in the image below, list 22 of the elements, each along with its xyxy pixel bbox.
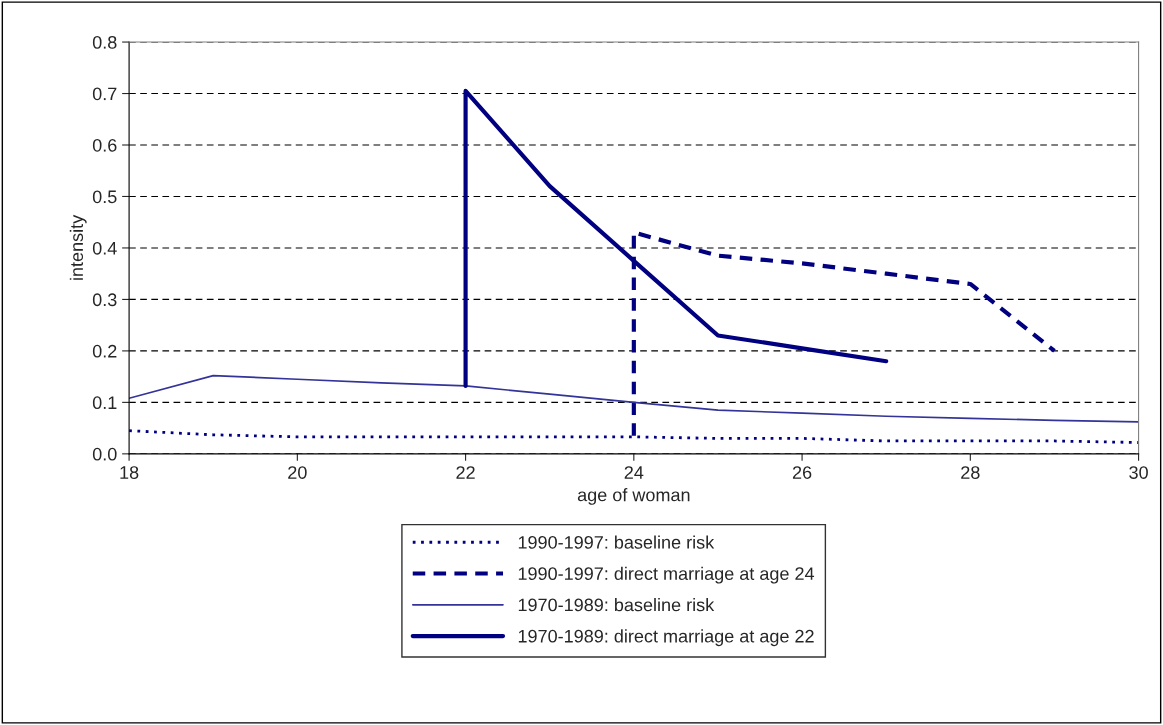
x-tick-label: 22	[456, 466, 475, 479]
x-tick-label: 24	[624, 466, 644, 479]
x-tick-label: 26	[792, 466, 812, 479]
y-tick-label: 0.4	[92, 241, 117, 255]
y-tick-label: 0.7	[92, 87, 117, 101]
y-tick-label: 0.3	[92, 293, 117, 307]
x-tick-label: 18	[120, 466, 139, 479]
x-axis-title: age of woman	[577, 488, 690, 505]
y-tick-label: 0.1	[92, 396, 117, 410]
x-tick-label: 28	[961, 466, 980, 479]
legend-label: 1990-1997: baseline risk	[518, 535, 715, 549]
y-tick-label: 0.6	[92, 138, 117, 152]
y-axis-title: intensity	[69, 214, 87, 280]
y-tick-label: 0.0	[92, 447, 117, 461]
y-tick-label: 0.5	[92, 190, 117, 204]
y-tick-label: 0.2	[92, 344, 117, 358]
x-tick-label: 20	[288, 466, 307, 479]
legend-label: 1990-1997: direct marriage at age 24	[518, 566, 815, 584]
legend-label: 1970-1989: direct marriage at age 22	[518, 629, 814, 647]
x-tick-label: 30	[1129, 466, 1148, 479]
legend-label: 1970-1989: baseline risk	[518, 598, 715, 612]
y-tick-label: 0.8	[92, 35, 117, 49]
